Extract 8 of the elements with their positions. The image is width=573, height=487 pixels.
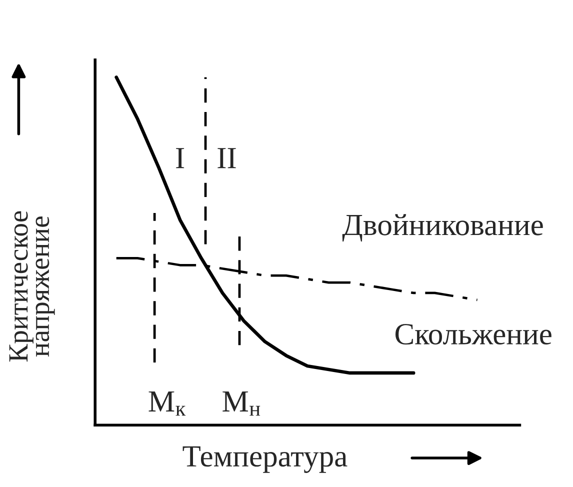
annotation: M$_{к}$: [148, 391, 186, 416]
series-label: Скольжение: [395, 324, 552, 345]
series-label: Двойникование: [342, 214, 543, 242]
annotation: I: [176, 148, 184, 168]
annotation: M$_{н}$: [222, 391, 260, 416]
y-axis-title: Критическое напряжение: [9, 211, 55, 362]
annotation: II: [218, 148, 236, 168]
x-axis-title: Температура: [182, 446, 348, 473]
